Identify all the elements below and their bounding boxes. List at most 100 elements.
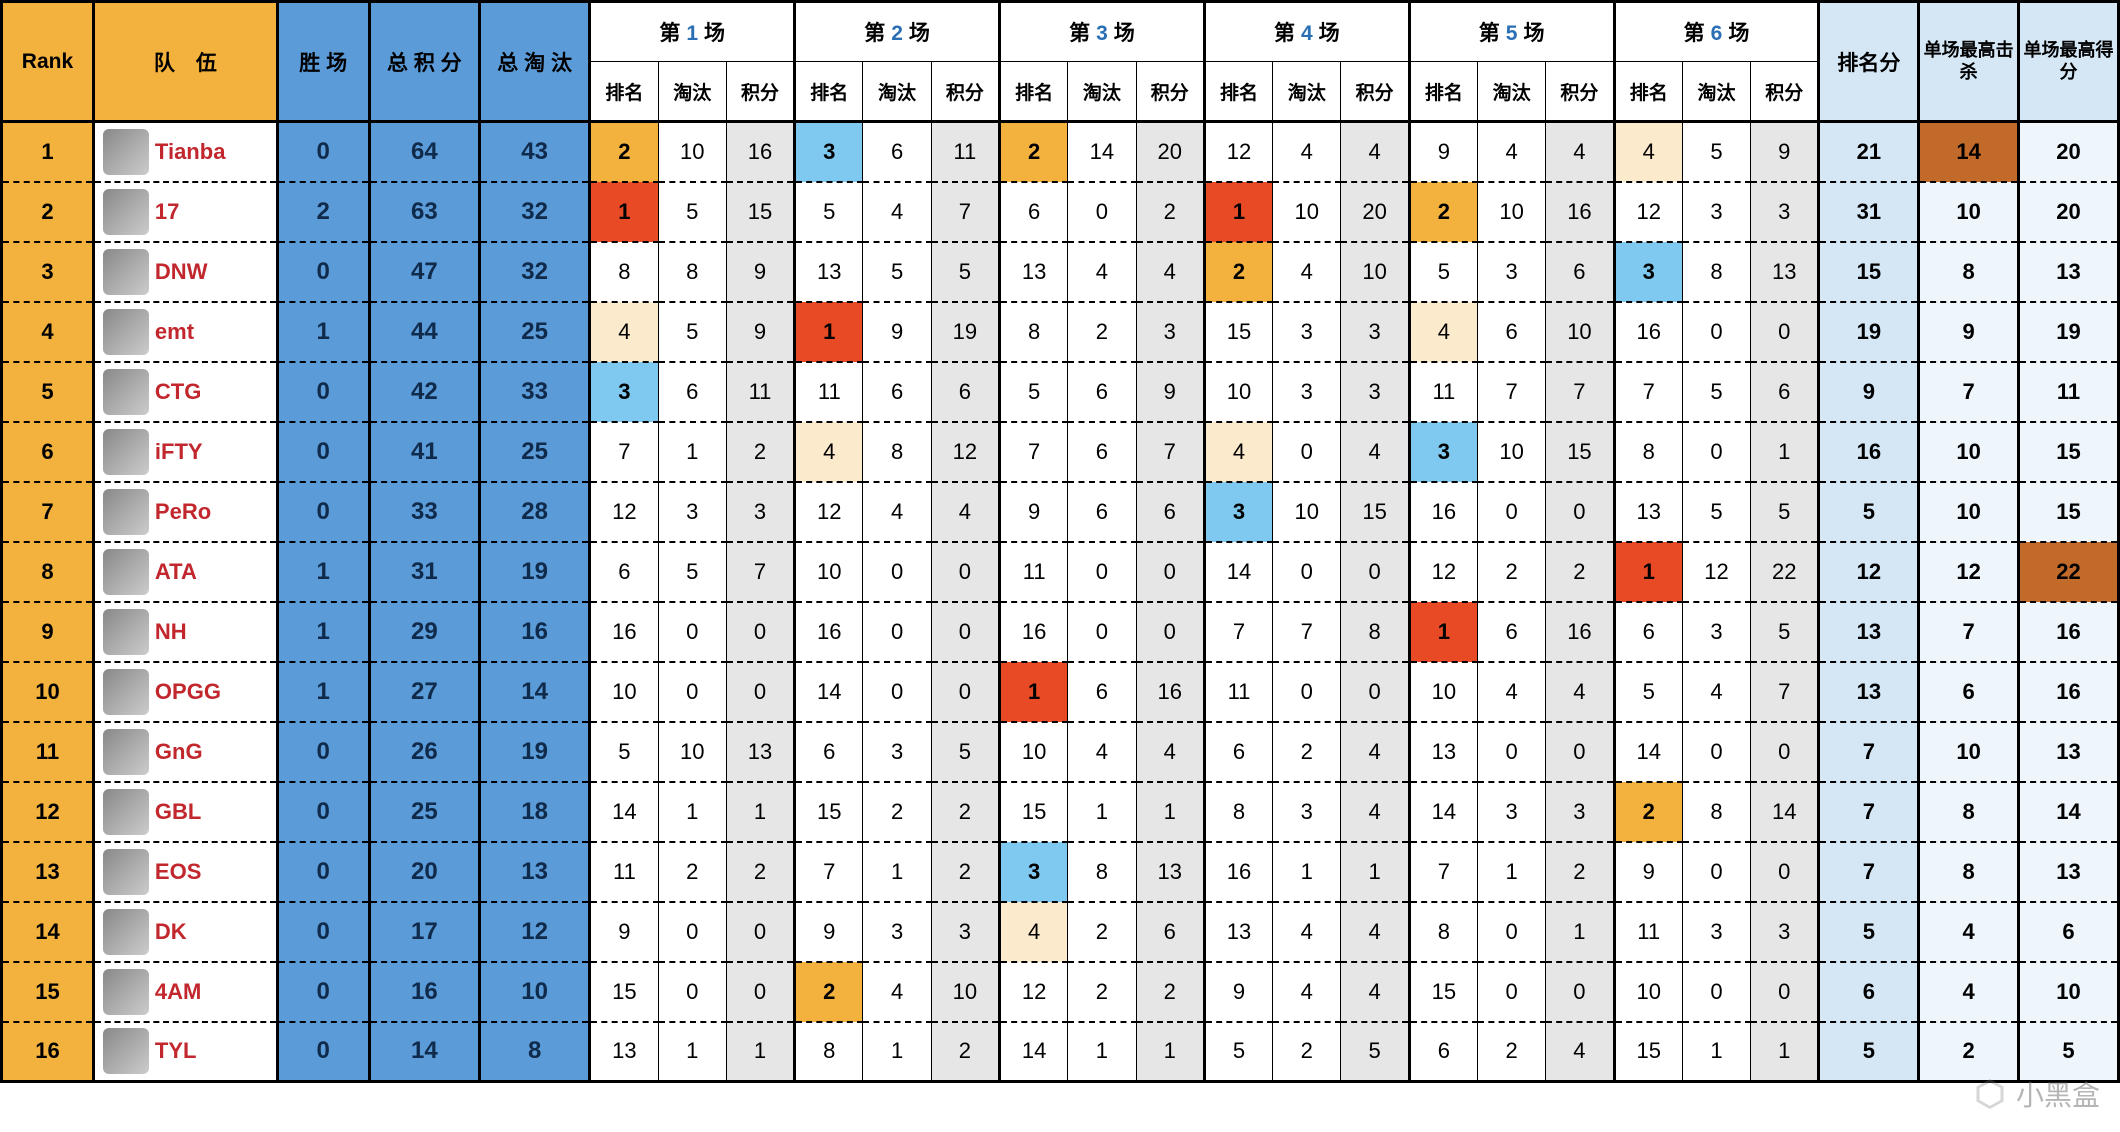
cell-g2-elim: 0 [863, 602, 931, 662]
cell-g2-elim: 3 [863, 722, 931, 782]
cell-g1-rank: 12 [590, 482, 658, 542]
col-game-3: 第3场 [1000, 2, 1205, 62]
cell-rank-pts: 12 [1819, 542, 1919, 602]
cell-g5-rank: 14 [1409, 782, 1477, 842]
cell-rank: 12 [2, 782, 94, 842]
cell-g3-score: 3 [1136, 302, 1204, 362]
cell-g4-elim: 0 [1273, 662, 1341, 722]
cell-g6-rank: 15 [1614, 1022, 1682, 1082]
cell-g2-score: 6 [931, 362, 999, 422]
cell-max-score: 15 [2019, 482, 2119, 542]
cell-g6-score: 9 [1751, 122, 1819, 182]
col-game-4: 第4场 [1204, 2, 1409, 62]
cell-team: NH [93, 602, 277, 662]
cell-wins: 1 [277, 602, 369, 662]
cell-g1-rank: 11 [590, 842, 658, 902]
team-name: DNW [155, 259, 208, 285]
cell-rank: 3 [2, 242, 94, 302]
subcol-score-g4: 积分 [1341, 62, 1409, 122]
cell-g1-elim: 5 [658, 542, 726, 602]
cell-wins: 0 [277, 122, 369, 182]
cell-rank: 7 [2, 482, 94, 542]
cell-wins: 0 [277, 722, 369, 782]
cell-g5-rank: 6 [1409, 1022, 1477, 1082]
cell-g5-rank: 1 [1409, 602, 1477, 662]
team-logo [103, 489, 149, 535]
cell-g6-score: 0 [1751, 302, 1819, 362]
cell-g4-rank: 8 [1204, 782, 1272, 842]
cell-rank-pts: 16 [1819, 422, 1919, 482]
cell-g1-score: 1 [726, 782, 794, 842]
table-row: 3DNW04732889135513442410536381315813 [2, 242, 2119, 302]
cell-total-elims: 25 [479, 302, 589, 362]
team-logo [103, 429, 149, 475]
cell-g4-elim: 7 [1273, 602, 1341, 662]
subcol-score-g5: 积分 [1546, 62, 1614, 122]
cell-g3-elim: 4 [1068, 242, 1136, 302]
col-team: 队 伍 [93, 2, 277, 122]
cell-g5-score: 10 [1546, 302, 1614, 362]
cell-g6-elim: 0 [1682, 962, 1750, 1022]
cell-g5-score: 2 [1546, 842, 1614, 902]
cell-total-elims: 14 [479, 662, 589, 722]
scoreboard-table: Rank 队 伍 胜 场 总 积 分 总 淘 汰 第1场 第2场 第3场 第4场… [0, 0, 2120, 1083]
team-name: emt [155, 319, 194, 345]
cell-g3-rank: 8 [1000, 302, 1068, 362]
col-rank: Rank [2, 2, 94, 122]
cell-g6-elim: 8 [1682, 242, 1750, 302]
cell-g1-score: 0 [726, 602, 794, 662]
cell-rank: 10 [2, 662, 94, 722]
cell-team: OPGG [93, 662, 277, 722]
team-logo [103, 189, 149, 235]
col-game-5: 第5场 [1409, 2, 1614, 62]
cell-team: ATA [93, 542, 277, 602]
cell-g5-rank: 15 [1409, 962, 1477, 1022]
cell-team: 17 [93, 182, 277, 242]
subcol-elim-g1: 淘汰 [658, 62, 726, 122]
cell-g5-score: 4 [1546, 122, 1614, 182]
cell-g5-score: 16 [1546, 182, 1614, 242]
cell-g3-rank: 4 [1000, 902, 1068, 962]
col-max-score: 单场最高得分 [2019, 2, 2119, 122]
cell-g6-score: 0 [1751, 962, 1819, 1022]
cell-g4-elim: 4 [1273, 902, 1341, 962]
cell-g5-elim: 10 [1478, 182, 1546, 242]
subcol-score-g3: 积分 [1136, 62, 1204, 122]
cell-g3-score: 2 [1136, 962, 1204, 1022]
cell-max-kill: 6 [1919, 662, 2019, 722]
cell-g4-rank: 6 [1204, 722, 1272, 782]
cell-g5-elim: 0 [1478, 722, 1546, 782]
cell-g6-elim: 0 [1682, 422, 1750, 482]
team-logo [103, 729, 149, 775]
cell-g6-elim: 3 [1682, 902, 1750, 962]
cell-g3-rank: 9 [1000, 482, 1068, 542]
cell-max-score: 13 [2019, 242, 2119, 302]
table-row: 8ATA13119657100011001400122211222121222 [2, 542, 2119, 602]
cell-g3-rank: 2 [1000, 122, 1068, 182]
cell-g3-elim: 0 [1068, 542, 1136, 602]
table-row: 13EOS020131122712381316117129007813 [2, 842, 2119, 902]
cell-g1-rank: 5 [590, 722, 658, 782]
cell-g1-rank: 6 [590, 542, 658, 602]
cell-g3-elim: 2 [1068, 302, 1136, 362]
cell-wins: 0 [277, 1022, 369, 1082]
cell-g4-score: 3 [1341, 302, 1409, 362]
cell-wins: 0 [277, 422, 369, 482]
table-row: 21726332151554760211020210161233311020 [2, 182, 2119, 242]
cell-g3-score: 6 [1136, 902, 1204, 962]
cell-g2-rank: 9 [795, 902, 863, 962]
cell-total-points: 17 [369, 902, 479, 962]
cell-total-elims: 32 [479, 182, 589, 242]
cell-g4-score: 4 [1341, 422, 1409, 482]
cell-g2-elim: 6 [863, 362, 931, 422]
cell-g3-score: 1 [1136, 782, 1204, 842]
cell-g5-score: 7 [1546, 362, 1614, 422]
cell-g6-rank: 13 [1614, 482, 1682, 542]
cell-team: GnG [93, 722, 277, 782]
cell-g4-rank: 7 [1204, 602, 1272, 662]
cell-g6-score: 3 [1751, 182, 1819, 242]
cell-g3-score: 13 [1136, 842, 1204, 902]
cell-g2-rank: 15 [795, 782, 863, 842]
cell-rank: 5 [2, 362, 94, 422]
table-row: 154AM01610150024101222944150010006410 [2, 962, 2119, 1022]
